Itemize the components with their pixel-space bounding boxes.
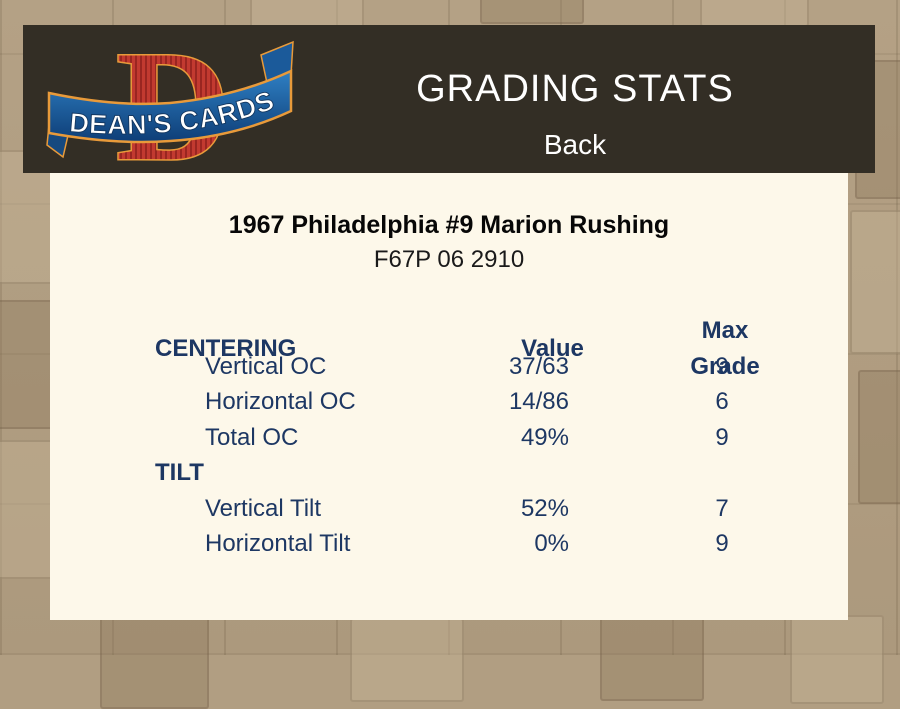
section-header-centering: CENTERING — [155, 334, 297, 362]
stats-section-row: TILT — [50, 455, 848, 491]
background-card — [480, 0, 584, 24]
stat-max-grade: 6 — [715, 388, 729, 415]
column-header-value: Value — [521, 334, 584, 362]
stats-table: CENTERING Value Max Grade Vertical OC 37… — [50, 313, 848, 562]
stat-row-horizontal-oc: Horizontal OC 14/86 6 — [50, 384, 848, 420]
stat-max-grade: 9 — [715, 352, 729, 380]
brand-logo: D DEAN'S CARDS — [45, 18, 295, 196]
stat-label: Vertical Tilt — [205, 494, 322, 522]
stat-value: 0% — [534, 530, 569, 557]
column-header-max-grade: Max Grade — [690, 317, 760, 380]
stat-label: Vertical OC — [205, 352, 327, 380]
stat-row-total-oc: Total OC 49% 9 — [50, 420, 848, 456]
stat-max-grade: 9 — [715, 423, 729, 451]
stat-value: 37/63 — [508, 352, 569, 380]
stats-header-row: CENTERING Value Max Grade — [50, 313, 848, 380]
page-title: GRADING STATS — [416, 68, 734, 110]
background-card — [100, 615, 209, 709]
background-card — [850, 210, 900, 354]
stat-value: 52% — [520, 494, 569, 522]
deans-cards-logo: D DEAN'S CARDS — [46, 18, 294, 196]
stat-value: 49% — [520, 423, 569, 451]
stat-row-vertical-oc: Vertical OC 37/63 9 — [50, 349, 848, 385]
stat-label: Total OC — [205, 423, 299, 451]
stat-value: 14/86 — [508, 388, 569, 415]
background-card — [858, 370, 900, 504]
stat-row-horizontal-tilt: Horizontal Tilt 0% 9 — [50, 526, 848, 562]
logo-ribbon — [47, 69, 293, 144]
background-card — [790, 615, 884, 704]
stat-label: Horizontal OC — [205, 388, 356, 415]
content-panel: 1967 Philadelphia #9 Marion Rushing F67P… — [50, 173, 848, 620]
background-card — [350, 618, 464, 702]
stat-max-grade: 9 — [715, 530, 729, 557]
stat-label: Horizontal Tilt — [205, 530, 351, 557]
card-code: F67P 06 2910 — [373, 246, 525, 273]
background-card — [700, 0, 809, 27]
stat-max-grade: 7 — [715, 494, 729, 522]
section-header-tilt: TILT — [155, 459, 204, 486]
background-card — [600, 612, 704, 701]
card-title: 1967 Philadelphia #9 Marion Rushing — [228, 211, 670, 239]
header-bar: D DEAN'S CARDS GRADING STATS Back — [23, 18, 875, 196]
stat-row-vertical-tilt: Vertical Tilt 52% 7 — [50, 491, 848, 527]
page-subtitle: Back — [543, 129, 607, 160]
